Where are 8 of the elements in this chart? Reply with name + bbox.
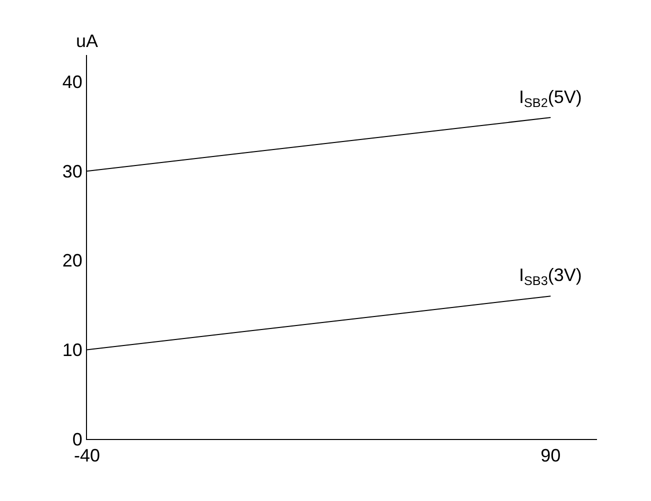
x-tick-label: 90 [540, 446, 561, 466]
y-tick-label: 30 [62, 161, 82, 182]
y-tick-label: 40 [62, 72, 82, 92]
y-tick-label: 10 [62, 340, 82, 360]
y-axis-title: uA [76, 31, 98, 51]
series-label: I$_{SB2}$(5V) [519, 87, 582, 110]
y-tick-label: 20 [62, 250, 82, 271]
series-label: I$_{SB3}$(3V) [519, 265, 582, 288]
